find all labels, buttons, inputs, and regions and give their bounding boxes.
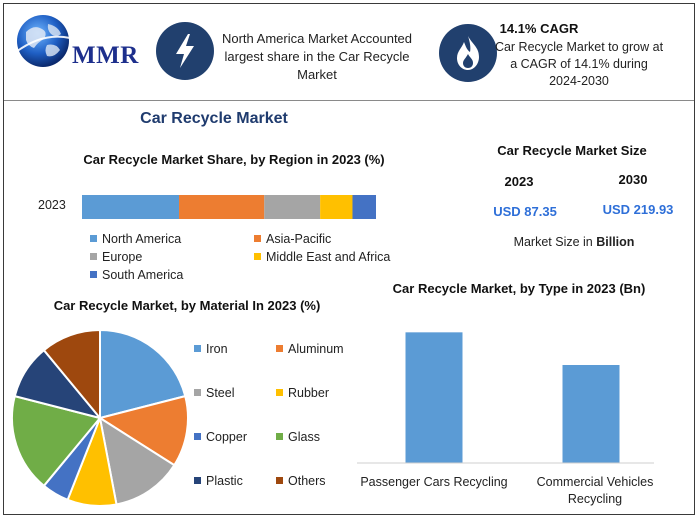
legend-swatch [90,271,97,279]
header-box2-text: Car Recycle Market to grow at a CAGR of … [494,40,664,88]
legend-label: Europe [102,250,143,264]
market-size-unit-prefix: Market Size in [513,235,597,249]
legend-swatch [194,477,201,485]
region-bar-south-america [352,195,376,219]
legend-label: Asia-Pacific [266,232,332,246]
material-legend-item-others: Others [276,474,326,488]
legend-label: Plastic [206,474,243,488]
region-bar-middle-east-and-africa [320,195,353,219]
legend-swatch [276,433,283,441]
material-legend-item-iron: Iron [194,342,228,356]
globe-icon [15,15,71,67]
type-bar-chart [357,332,654,464]
region-legend-item-north-america: North America [90,232,181,246]
legend-label: North America [102,232,182,246]
region-category-label: 2023 [38,198,66,212]
material-legend-item-plastic: Plastic [194,474,243,488]
region-legend-item-europe: Europe [90,250,142,264]
flame-icon [457,36,479,70]
pie-slice-glass [11,394,102,488]
legend-swatch [254,253,261,261]
material-pie-chart [11,328,189,507]
legend-swatch [276,389,283,397]
region-bar-asia-pacific [179,195,265,219]
legend-swatch [90,235,97,243]
legend-swatch [194,433,201,441]
legend-swatch [276,477,283,485]
legend-label: Iron [206,342,228,356]
market-size-year1: 2023 [504,174,534,189]
material-legend-item-rubber: Rubber [276,386,329,400]
type-category-label-1: Passenger Cars Recycling [360,475,508,489]
pie-slice-steel [98,415,176,506]
legend-swatch [194,345,201,353]
type-bar-commercial-vehicles-recycling [562,365,620,463]
region-chart-title: Car Recycle Market Share, by Region in 2… [83,152,385,167]
material-legend-item-glass: Glass [276,430,320,444]
header-divider [4,100,694,101]
type-bar-passenger-cars-recycling [405,332,463,463]
region-bar-north-america [82,195,180,219]
material-chart-title: Car Recycle Market, by Material In 2023 … [53,298,321,313]
region-legend-item-asia-pacific: Asia-Pacific [254,232,331,246]
market-size-value1: USD 87.35 [493,204,557,219]
legend-swatch [276,345,283,353]
header-box2-title: 14.1% CAGR [499,21,579,36]
legend-label: Copper [206,430,247,444]
lightning-icon [176,34,194,68]
material-legend-item-aluminum: Aluminum [276,342,344,356]
legend-swatch [90,253,97,261]
legend-swatch [194,389,201,397]
market-size-year2: 2030 [618,172,648,187]
material-legend-item-copper: Copper [194,430,247,444]
legend-swatch [254,235,261,243]
legend-label: Steel [206,386,235,400]
material-legend-item-steel: Steel [194,386,235,400]
market-size-unit: Market Size in Billion [474,235,674,249]
legend-label: Others [288,474,326,488]
legend-label: Middle East and Africa [266,250,391,264]
region-stacked-bar-chart: 2023 [38,195,376,219]
type-category-label-2: Commercial Vehicles Recycling [536,475,654,506]
main-title: Car Recycle Market [140,110,288,127]
market-size-value2: USD 219.93 [602,202,674,217]
pie-slice-aluminum [97,394,189,467]
header-box1-text: North America Market Accounted largest s… [221,31,413,82]
header-circle-2 [439,24,497,82]
header-circle-1 [156,22,214,80]
region-bar-europe [264,195,321,219]
pie-slice-others [42,328,101,421]
logo-text: MMR [72,42,139,69]
infographic-frame: MMR North America Market Accounted large… [3,3,695,515]
market-size-title: Car Recycle Market Size [497,143,647,158]
legend-label: Aluminum [288,342,344,356]
legend-label: Glass [288,430,320,444]
region-legend-item-south-america: South America [90,268,183,282]
logo: MMR [14,12,144,72]
legend-label: South America [102,268,184,282]
market-size-unit-bold: Billion [596,235,635,249]
pie-slice-iron [99,328,187,420]
region-legend-item-middle-east-and-africa: Middle East and Africa [254,250,390,264]
legend-label: Rubber [288,386,329,400]
type-chart-title: Car Recycle Market, by Type in 2023 (Bn) [392,281,646,296]
